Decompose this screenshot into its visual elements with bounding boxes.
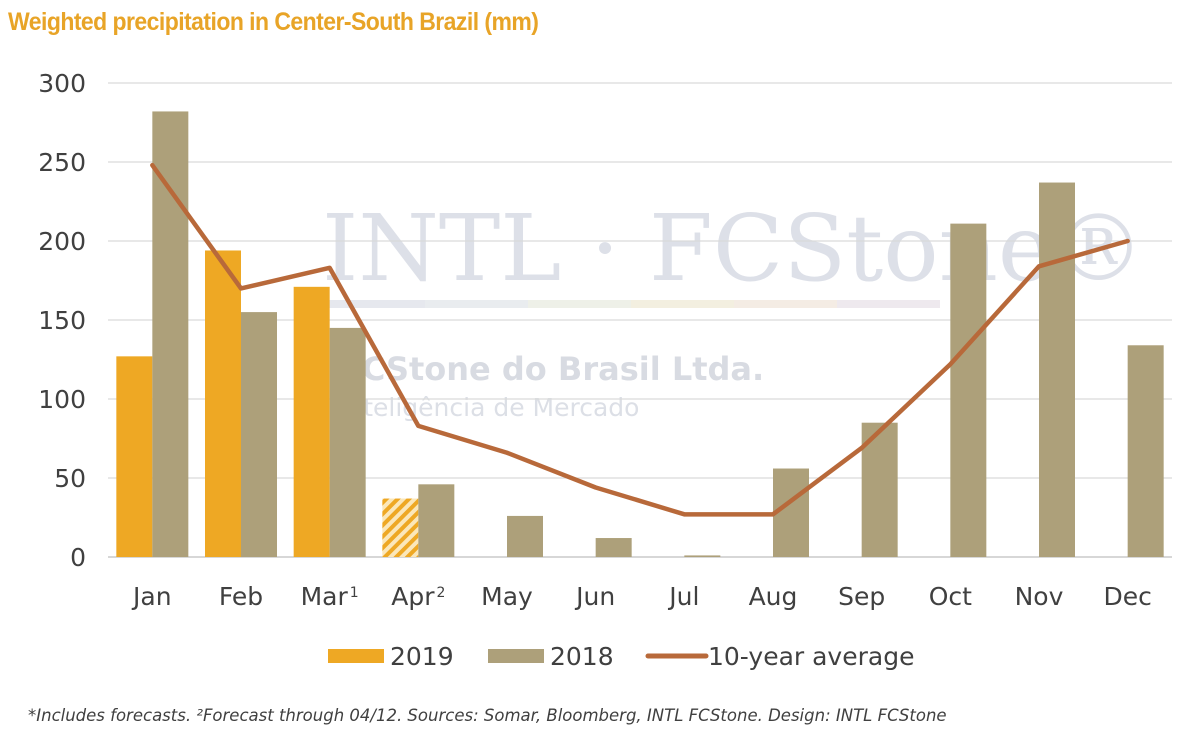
average-line-group xyxy=(150,162,1130,517)
y-tick-label: 150 xyxy=(38,306,86,335)
x-tick-label: Apr 2 xyxy=(391,582,445,611)
bar-2018-aug xyxy=(773,468,809,557)
y-tick-label: 50 xyxy=(54,464,86,493)
y-axis-ticks: 0 50 100 150 200 250 300 xyxy=(38,69,86,572)
legend-label-2019: 2019 xyxy=(390,642,454,671)
watermark-stripe-segment xyxy=(837,300,940,308)
y-tick-label: 200 xyxy=(38,227,86,256)
watermark-stripe-segment xyxy=(528,300,631,308)
bar-2019-jan xyxy=(116,356,153,557)
x-tick-label: Aug xyxy=(749,582,798,611)
x-tick-label: Nov xyxy=(1015,582,1064,611)
x-tick-superscript: 2 xyxy=(436,585,445,601)
watermark-stripe-segment xyxy=(631,300,734,308)
legend-swatch-2019 xyxy=(328,649,384,663)
gridlines xyxy=(108,82,1172,558)
legend-swatch-2018 xyxy=(488,649,544,663)
watermark-stripe-segment xyxy=(734,300,837,308)
y-tick-label: 0 xyxy=(70,543,86,572)
bar-2019-feb xyxy=(205,250,241,558)
bar-2018-apr xyxy=(418,484,455,557)
x-tick-label: May xyxy=(481,582,533,611)
bar-2018-dec xyxy=(1127,345,1164,557)
bar-2018-jun xyxy=(595,538,632,557)
bar-2019-apr xyxy=(382,498,419,557)
watermark-stripe-segment xyxy=(425,300,528,308)
legend-label-average: 10-year average xyxy=(708,642,914,671)
x-tick-label: Jan xyxy=(131,582,172,611)
x-tick-label: Oct xyxy=(929,582,972,611)
x-tick-label: Mar 1 xyxy=(301,582,359,611)
bar-2018-may xyxy=(507,515,543,557)
x-axis-ticks: Jan Feb Mar 1 Apr 2 May Jun Jul Aug Sep Oct Nov Dec xyxy=(131,582,1152,611)
bar-2018-mar xyxy=(329,327,366,557)
legend-label-2018: 2018 xyxy=(550,642,614,671)
watermark: INTL · FCStone® FCStone do Brasil Ltda. … xyxy=(322,195,1144,422)
x-tick-superscript: 1 xyxy=(350,585,359,601)
y-tick-label: 250 xyxy=(38,148,86,177)
bar-2018-oct xyxy=(950,223,987,557)
y-tick-label: 300 xyxy=(38,69,86,98)
x-tick-label: Jun xyxy=(574,582,615,611)
bar-2018-nov xyxy=(1039,182,1075,558)
bar-2018-jan xyxy=(152,111,189,557)
watermark-stripe xyxy=(322,300,940,308)
footnote: *Includes forecasts. ²Forecast through 0… xyxy=(28,706,947,725)
watermark-logo: INTL · FCStone® xyxy=(322,195,1144,302)
bars xyxy=(116,111,1164,558)
bar-2018-jul xyxy=(684,555,721,557)
x-tick-label: Dec xyxy=(1103,582,1151,611)
legend: 2019 2018 10-year average xyxy=(328,642,914,671)
watermark-line1: FCStone do Brasil Ltda. xyxy=(340,350,764,388)
watermark-stripe-segment xyxy=(322,300,425,308)
average-line xyxy=(150,162,1130,517)
bar-2019-mar xyxy=(293,286,330,557)
x-tick-label: Feb xyxy=(219,582,263,611)
x-tick-label: Jul xyxy=(667,582,699,611)
y-tick-label: 100 xyxy=(38,385,86,414)
x-tick-label: Sep xyxy=(838,582,885,611)
bar-2018-feb xyxy=(241,312,277,557)
watermark-line2: Inteligência de Mercado xyxy=(340,393,639,422)
chart-title: Weighted precipitation in Center-South B… xyxy=(8,8,539,36)
